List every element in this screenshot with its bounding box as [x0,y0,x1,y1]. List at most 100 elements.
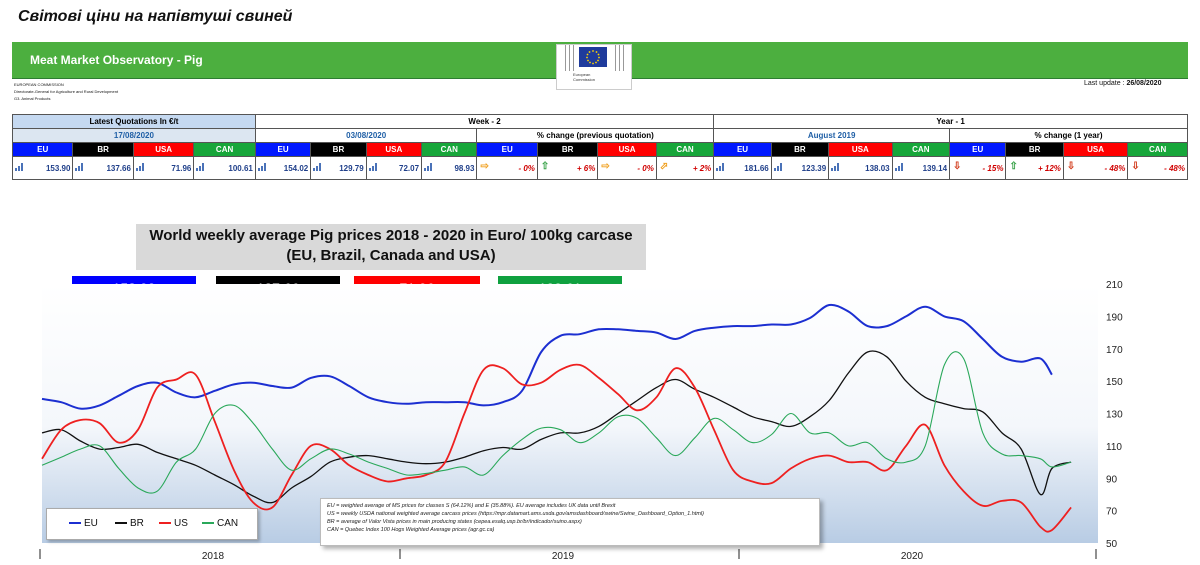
quote-value: 100.61 [228,163,253,173]
logo-text-line: Commission [573,77,596,82]
quote-value: 139.14 [922,163,948,173]
legend-label: EU [84,518,98,529]
pct-change-value: - 0% [518,163,535,173]
quote-value: 71.96 [171,163,192,173]
market-can: CAN [655,142,715,157]
week-value-cell: 98.93 [421,156,478,180]
latest-value-cell: 71.96 [132,156,195,180]
last-update: Last update : 26/08/2020 [1084,80,1161,87]
week-pct-cell: ⇨ - 0% [476,156,538,180]
week-pct-header: % change (previous quotation) [476,128,715,143]
market-eu: EU [476,142,538,157]
legend-item-br: BR [115,518,144,529]
market-eu: EU [254,142,312,157]
last-update-date: 26/08/2020 [1126,80,1162,87]
y-tick-label: 90 [1106,474,1118,485]
week-pct-cell: ⇨ - 0% [597,156,657,180]
org-line: G3. Animal Products [14,96,51,101]
note-line: CAN = Quebec Index 100 Hogs Weighted Ave… [327,527,495,533]
year-pct-header: % change (1 year) [949,128,1188,143]
org-line: Directorate-General for Agriculture and … [14,89,119,94]
market-usa: USA [365,142,423,157]
week-pct-cell: ⇧ + 6% [536,156,599,180]
logo-text: European Commission [573,72,595,82]
document-title: Світові ціни на напівтуші свиней [18,8,293,25]
latest-quotations-header: Latest Quotations In €/t [12,114,256,129]
quote-value: 98.93 [454,163,475,173]
market-br: BR [536,142,599,157]
trend-diag-arrow-icon: ⬀ [659,161,669,172]
market-can: CAN [891,142,951,157]
market-br: BR [310,142,367,157]
legend-label: BR [130,518,144,529]
x-period-label: 2019 [552,551,575,562]
bar-chart-icon [196,163,205,171]
year-value-cell: 123.39 [770,156,830,180]
week-date: 03/08/2020 [254,128,478,143]
pct-change-value: - 48% [1164,163,1185,173]
year-value-cell: 139.14 [891,156,951,180]
last-update-label: Last update : [1084,80,1125,87]
bar-chart-icon [257,163,266,171]
quote-value: 181.66 [744,163,769,173]
legend-item-us: US [159,518,188,529]
week-value-cell: 154.02 [254,156,312,180]
bar-chart-icon [135,163,144,171]
year-pct-cell: ⇩ - 48% [1062,156,1129,180]
year-value-cell: 138.03 [828,156,893,180]
pct-change-value: - 0% [637,163,654,173]
legend-item-can: CAN [202,518,238,529]
series-line-us [41,363,1072,533]
market-can: CAN [193,142,256,157]
market-usa: USA [1062,142,1129,157]
market-usa: USA [132,142,195,157]
year-pct-cell: ⇩ - 48% [1127,156,1188,180]
bar-chart-icon [831,163,840,171]
bar-chart-icon [773,163,782,171]
trend-up-arrow-icon: ⇧ [1009,161,1018,172]
x-period-label: 2020 [901,551,924,562]
market-eu: EU [11,142,74,157]
market-br: BR [770,142,830,157]
market-eu: EU [949,142,1007,157]
y-tick-label: 210 [1106,280,1123,291]
trend-side-arrow-icon: ⇨ [601,161,610,172]
quote-value: 154.02 [283,163,309,173]
market-header-row: EU BR USA CAN EU BR USA CAN EU BR USA CA… [11,142,1188,157]
observatory-banner: Meat Market Observatory - Pig European C… [12,42,1188,90]
series-line-br [41,350,1072,504]
latest-value-cell: 153.90 [11,156,74,180]
y-tick-label: 190 [1106,312,1123,323]
latest-value-cell: 100.61 [193,156,256,180]
bar-chart-icon [75,163,84,171]
market-can: CAN [1127,142,1188,157]
legend-swatch [159,522,171,525]
year-pct-cell: ⇩ - 15% [949,156,1007,180]
chart-title-line: World weekly average Pig prices 2018 - 2… [149,227,633,244]
legend-label: CAN [217,518,239,529]
bar-chart-icon [894,163,903,171]
note-line: BR = average of Valor Vista prices in ma… [327,519,582,525]
market-br: BR [1005,142,1064,157]
y-tick-label: 110 [1106,442,1122,453]
bar-chart-icon [424,163,433,171]
y-tick-label: 70 [1106,507,1118,518]
logo-text-line: European [573,72,591,77]
year-pct-cell: ⇧ + 12% [1005,156,1064,180]
y-tick-label: 130 [1106,410,1123,421]
week-value-cell: 72.07 [365,156,423,180]
note-line: EU = weighted average of MS prices for c… [327,503,616,509]
series-line-eu [41,303,1053,410]
series-line-can [41,351,1072,494]
y-tick-label: 50 [1106,539,1118,550]
bar-chart-icon [368,163,377,171]
latest-value-cell: 137.66 [72,156,134,180]
pct-change-value: + 12% [1037,163,1061,173]
chart-title-line: (EU, Brazil, Canada and USA) [286,247,496,264]
bar-chart-icon [716,163,725,171]
year-header: Year - 1 [713,114,1188,129]
eu-flag-icon [579,47,607,67]
org-line: EUROPEAN COMMISSION [14,82,64,87]
year-value-cell: 181.66 [713,156,772,180]
quotations-table: Latest Quotations In €/t Week - 2 Year -… [11,114,1188,180]
